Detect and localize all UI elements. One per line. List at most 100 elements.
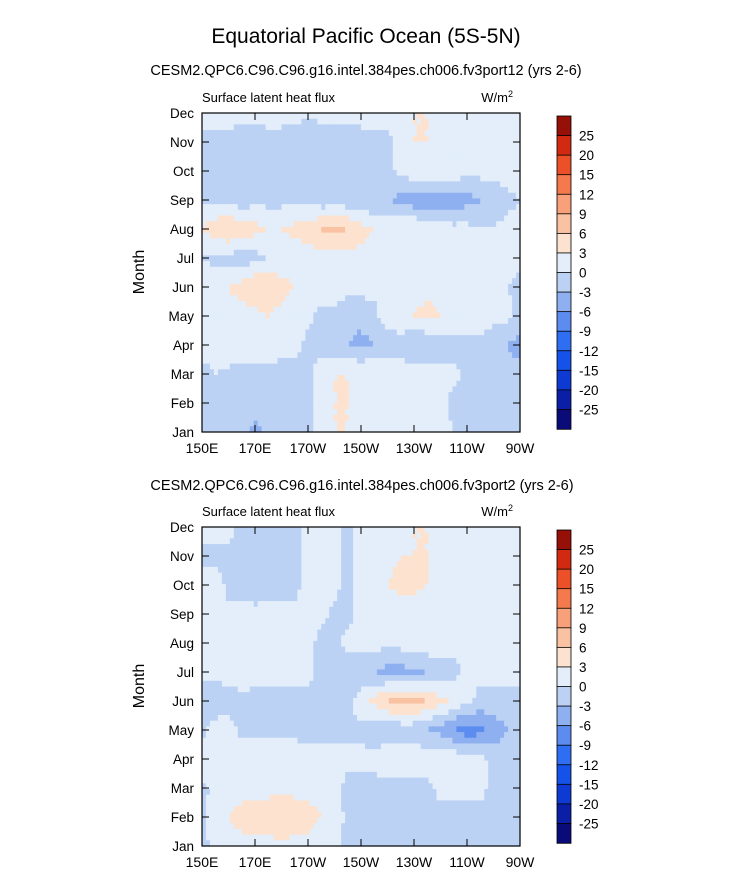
contour-cell	[357, 375, 362, 382]
contour-cell	[516, 169, 521, 177]
contour-cell	[476, 323, 481, 331]
contour-cell	[404, 181, 410, 188]
contour-cell	[444, 124, 450, 131]
contour-cell	[408, 113, 414, 120]
contour-cell	[289, 181, 295, 188]
contour-cell	[484, 221, 489, 228]
contour-cell	[440, 204, 446, 211]
contour-cell	[496, 147, 501, 154]
contour-cell	[345, 135, 350, 143]
contour-cell	[325, 426, 330, 433]
contour-cell	[233, 181, 239, 188]
contour-cell	[428, 187, 434, 194]
contour-cell	[257, 169, 263, 177]
contour-cell	[261, 295, 267, 302]
contour-cell	[281, 130, 287, 137]
contour-cell	[205, 335, 211, 342]
contour-cell	[217, 312, 223, 319]
contour-cell	[353, 295, 358, 302]
contour-cell	[504, 363, 509, 370]
contour-cell	[380, 158, 386, 165]
contour-cell	[297, 226, 302, 234]
contour-cell	[428, 306, 434, 313]
contour-cell	[229, 363, 235, 370]
contour-cell	[508, 198, 513, 205]
contour-cell	[492, 278, 497, 285]
contour-cell	[408, 198, 414, 205]
contour-cell	[333, 261, 338, 268]
contour-cell	[500, 363, 505, 370]
contour-cell	[233, 295, 239, 302]
contour-cell	[456, 141, 461, 148]
contour-cell	[388, 283, 394, 291]
contour-cell	[476, 187, 481, 194]
contour-cell	[512, 363, 517, 370]
contour-cell	[368, 352, 374, 359]
contour-cell	[428, 215, 434, 222]
contour-cell	[416, 295, 422, 302]
contour-cell	[400, 278, 406, 285]
contour-cell	[504, 329, 509, 336]
contour-cell	[265, 215, 271, 222]
contour-cell	[500, 380, 505, 388]
contour-cell	[448, 420, 454, 427]
contour-cell	[273, 221, 279, 228]
contour-cell	[293, 426, 299, 433]
contour-cell	[321, 532, 326, 539]
contour-cell	[404, 363, 410, 370]
contour-cell	[412, 357, 418, 365]
contour-cell	[309, 124, 314, 131]
contour-cell	[452, 198, 458, 205]
contour-cell	[293, 255, 299, 262]
contour-cell	[412, 346, 418, 353]
contour-cell	[209, 532, 215, 539]
contour-cell	[353, 283, 358, 291]
contour-cell	[488, 386, 493, 393]
contour-cell	[357, 261, 362, 268]
contour-cell	[297, 244, 302, 251]
contour-cell	[404, 380, 410, 388]
contour-cell	[484, 175, 489, 182]
contour-cell	[245, 329, 251, 336]
contour-cell	[504, 306, 509, 313]
contour-cell	[388, 352, 394, 359]
contour-cell	[464, 266, 469, 274]
contour-cell	[341, 380, 346, 388]
contour-cell	[436, 375, 442, 382]
contour-cell	[472, 226, 477, 234]
contour-cell	[357, 249, 362, 257]
contour-cell	[456, 397, 461, 405]
contour-cell	[424, 209, 430, 217]
contour-cell	[237, 555, 243, 562]
contour-cell	[237, 226, 243, 234]
contour-cell	[364, 363, 370, 370]
contour-cell	[313, 318, 318, 325]
contour-cell	[205, 130, 211, 137]
contour-cell	[396, 232, 402, 239]
contour-cell	[261, 300, 267, 308]
contour-cell	[480, 329, 485, 336]
contour-cell	[400, 414, 406, 422]
contour-cell	[213, 392, 219, 399]
contour-cell	[341, 192, 346, 200]
contour-cell	[376, 369, 382, 376]
contour-cell	[297, 175, 302, 182]
contour-cell	[444, 147, 450, 154]
contour-cell	[404, 403, 410, 410]
contour-cell	[412, 340, 418, 348]
contour-cell	[508, 204, 513, 211]
contour-cell	[237, 187, 243, 194]
contour-cell	[269, 209, 275, 217]
contour-cell	[217, 244, 223, 251]
contour-cell	[353, 164, 358, 171]
contour-cell	[468, 181, 473, 188]
contour-cell	[241, 369, 247, 376]
contour-cell	[345, 549, 350, 557]
contour-cell	[436, 420, 442, 427]
contour-cell	[277, 158, 283, 165]
contour-cell	[301, 226, 306, 234]
contour-cell	[504, 152, 509, 160]
contour-cell	[289, 295, 295, 302]
contour-cell	[205, 375, 211, 382]
contour-cell	[217, 386, 223, 393]
